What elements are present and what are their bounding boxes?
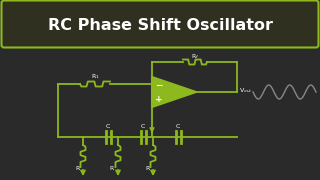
Text: C: C xyxy=(176,125,180,129)
Text: −: − xyxy=(155,80,163,89)
Text: R: R xyxy=(110,166,114,172)
Text: R: R xyxy=(75,166,79,172)
Text: C: C xyxy=(106,125,110,129)
Text: R: R xyxy=(145,166,149,172)
Text: V$_{out}$: V$_{out}$ xyxy=(239,87,252,95)
Text: RC Phase Shift Oscillator: RC Phase Shift Oscillator xyxy=(47,17,273,33)
Text: C: C xyxy=(141,125,145,129)
FancyBboxPatch shape xyxy=(2,1,318,48)
Text: R$_1$: R$_1$ xyxy=(91,73,100,81)
Text: +: + xyxy=(155,94,163,103)
Polygon shape xyxy=(152,77,196,107)
Text: R$_f$: R$_f$ xyxy=(191,53,199,61)
